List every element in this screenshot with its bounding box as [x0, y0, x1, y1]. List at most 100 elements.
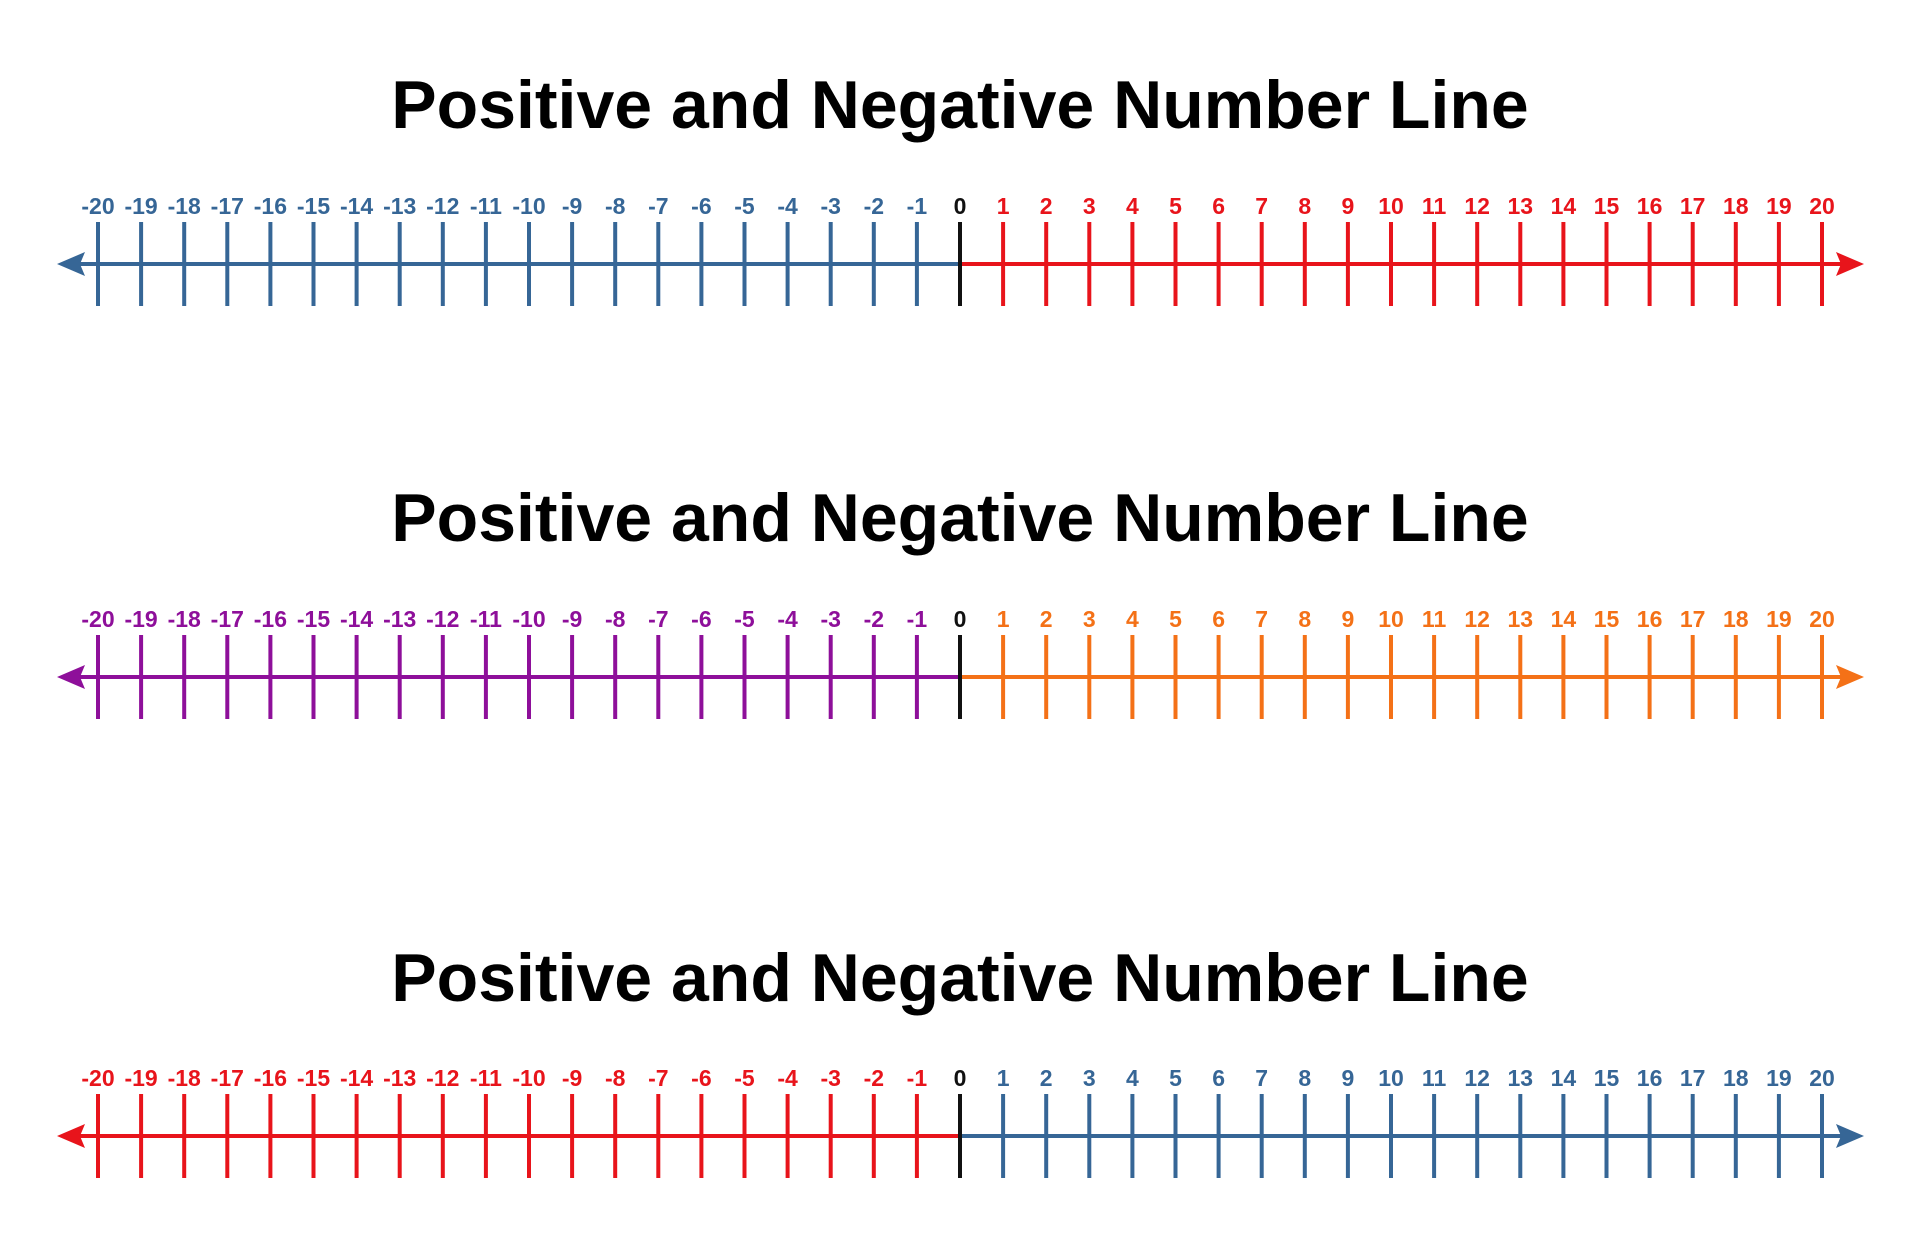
- tick-label: 3: [1083, 606, 1096, 632]
- tick-label: ‑2: [864, 606, 884, 632]
- tick-label: ‑12: [426, 193, 459, 219]
- tick-label: ‑3: [820, 1065, 840, 1091]
- tick-label: ‑12: [426, 606, 459, 632]
- tick-label: ‑6: [691, 1065, 711, 1091]
- tick-label: 6: [1212, 193, 1225, 219]
- tick-label: 4: [1126, 1065, 1139, 1091]
- tick-label: 13: [1508, 606, 1534, 632]
- number-line-title-2: Positive and Negative Number Line: [391, 480, 1529, 556]
- tick-label: 8: [1298, 1065, 1311, 1091]
- tick-label: 9: [1342, 1065, 1355, 1091]
- tick-label: ‑6: [691, 606, 711, 632]
- tick-label: 17: [1680, 606, 1706, 632]
- tick-label: 2: [1040, 606, 1053, 632]
- tick-label: ‑16: [254, 1065, 287, 1091]
- tick-label: 8: [1298, 193, 1311, 219]
- tick-label: 20: [1809, 1065, 1835, 1091]
- tick-label: 2: [1040, 1065, 1053, 1091]
- tick-label: ‑5: [734, 193, 755, 219]
- right-arrow-icon: [1836, 1124, 1864, 1148]
- tick-label: 5: [1169, 193, 1182, 219]
- tick-label: ‑18: [168, 193, 201, 219]
- tick-label: 3: [1083, 193, 1096, 219]
- tick-label: ‑14: [340, 1065, 373, 1091]
- tick-label: 18: [1723, 193, 1749, 219]
- tick-label: 10: [1378, 193, 1404, 219]
- tick-label: 11: [1422, 1065, 1447, 1091]
- tick-label: ‑8: [605, 606, 626, 632]
- tick-label: ‑16: [254, 193, 287, 219]
- tick-label: 18: [1723, 1065, 1749, 1091]
- tick-label: 10: [1378, 606, 1404, 632]
- tick-label: ‑15: [297, 606, 330, 632]
- tick-label: 12: [1464, 193, 1490, 219]
- tick-label: 0: [954, 1065, 967, 1091]
- tick-label: 20: [1809, 606, 1835, 632]
- tick-label: ‑11: [470, 1065, 502, 1091]
- tick-label: ‑7: [648, 1065, 668, 1091]
- tick-label: 14: [1551, 606, 1577, 632]
- tick-label: ‑6: [691, 193, 711, 219]
- tick-label: 2: [1040, 193, 1053, 219]
- tick-label: 14: [1551, 1065, 1577, 1091]
- tick-label: 17: [1680, 193, 1706, 219]
- tick-label: ‑17: [211, 193, 244, 219]
- tick-label: 15: [1594, 606, 1620, 632]
- tick-label: 17: [1680, 1065, 1706, 1091]
- tick-label: ‑10: [512, 1065, 545, 1091]
- tick-label: 19: [1766, 193, 1792, 219]
- tick-label: ‑10: [512, 606, 545, 632]
- tick-label: ‑19: [124, 193, 157, 219]
- tick-label: ‑10: [512, 193, 545, 219]
- tick-label: ‑2: [864, 193, 884, 219]
- tick-label: 4: [1126, 193, 1139, 219]
- tick-label: ‑5: [734, 1065, 755, 1091]
- tick-label: ‑11: [470, 606, 502, 632]
- tick-label: 12: [1464, 606, 1490, 632]
- tick-label: 19: [1766, 1065, 1792, 1091]
- tick-label: 6: [1212, 606, 1225, 632]
- tick-label: ‑4: [777, 193, 798, 219]
- tick-label: 15: [1594, 1065, 1620, 1091]
- tick-label: 16: [1637, 193, 1663, 219]
- tick-label: ‑9: [562, 606, 582, 632]
- right-arrow-icon: [1836, 252, 1864, 276]
- right-arrow-icon: [1836, 665, 1864, 689]
- tick-label: ‑7: [648, 606, 668, 632]
- tick-label: 4: [1126, 606, 1139, 632]
- tick-label: ‑2: [864, 1065, 884, 1091]
- tick-label: ‑1: [907, 1065, 928, 1091]
- tick-label: 5: [1169, 606, 1182, 632]
- number-line-title-1: Positive and Negative Number Line: [391, 67, 1529, 143]
- tick-label: 11: [1422, 606, 1447, 632]
- tick-label: 7: [1255, 606, 1268, 632]
- tick-label: ‑4: [777, 1065, 798, 1091]
- tick-label: ‑1: [907, 193, 928, 219]
- tick-label: 16: [1637, 1065, 1663, 1091]
- tick-label: ‑7: [648, 193, 668, 219]
- tick-label: ‑19: [124, 1065, 157, 1091]
- tick-label: ‑9: [562, 1065, 582, 1091]
- tick-label: 5: [1169, 1065, 1182, 1091]
- tick-label: 6: [1212, 1065, 1225, 1091]
- tick-label: ‑18: [168, 606, 201, 632]
- tick-label: ‑14: [340, 193, 373, 219]
- tick-label: ‑18: [168, 1065, 201, 1091]
- tick-label: 10: [1378, 1065, 1404, 1091]
- tick-label: 13: [1508, 1065, 1534, 1091]
- tick-label: ‑11: [470, 193, 502, 219]
- tick-label: 0: [954, 193, 967, 219]
- tick-label: ‑4: [777, 606, 798, 632]
- tick-label: ‑15: [297, 193, 330, 219]
- tick-label: 7: [1255, 193, 1268, 219]
- tick-label: ‑16: [254, 606, 287, 632]
- tick-label: ‑8: [605, 193, 626, 219]
- tick-label: 15: [1594, 193, 1620, 219]
- tick-label: 11: [1422, 193, 1447, 219]
- tick-label: 3: [1083, 1065, 1096, 1091]
- tick-label: 9: [1342, 193, 1355, 219]
- tick-label: 7: [1255, 1065, 1268, 1091]
- tick-label: 16: [1637, 606, 1663, 632]
- tick-label: ‑5: [734, 606, 755, 632]
